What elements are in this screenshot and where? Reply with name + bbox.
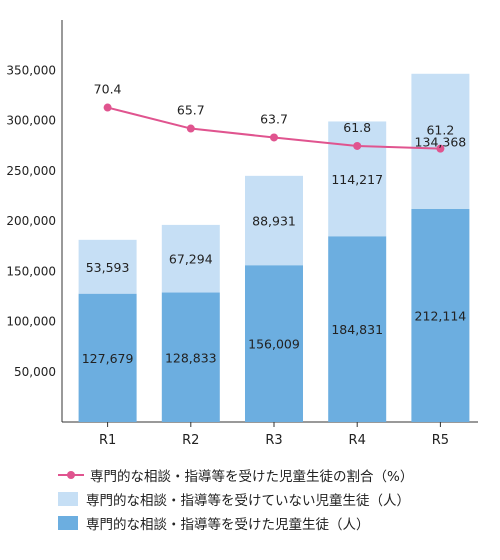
ratio-point bbox=[353, 141, 362, 150]
x-tick-label: R2 bbox=[182, 433, 199, 448]
ratio-point bbox=[186, 124, 195, 133]
legend-item-received: 専門的な相談・指導等を受けた児童生徒（人） bbox=[58, 512, 488, 534]
value-label-not-received: 134,368 bbox=[415, 134, 467, 149]
legend-label: 専門的な相談・指導等を受けていない児童生徒（人） bbox=[86, 493, 410, 509]
y-tick-label: 250,000 bbox=[6, 164, 56, 178]
value-label-not-received: 114,217 bbox=[331, 172, 383, 187]
y-tick-label: 50,000 bbox=[14, 365, 56, 379]
ratio-label: 61.2 bbox=[426, 123, 454, 138]
legend: 専門的な相談・指導等を受けた児童生徒の割合（%） 専門的な相談・指導等を受けてい… bbox=[58, 464, 488, 536]
value-label-received: 128,833 bbox=[165, 350, 217, 365]
bar-received bbox=[245, 265, 303, 422]
ratio-label: 70.4 bbox=[94, 82, 122, 97]
legend-item-not-received: 専門的な相談・指導等を受けていない児童生徒（人） bbox=[58, 488, 488, 510]
x-tick-label: R1 bbox=[99, 433, 116, 448]
value-label-not-received: 88,931 bbox=[252, 214, 296, 229]
bar-not-received bbox=[78, 239, 137, 294]
x-tick-label: R5 bbox=[432, 433, 449, 448]
bars bbox=[78, 73, 470, 422]
bar-received bbox=[328, 236, 387, 422]
ratio-point bbox=[103, 103, 112, 112]
legend-label: 専門的な相談・指導等を受けた児童生徒（人） bbox=[86, 517, 370, 533]
value-label-received: 127,679 bbox=[82, 351, 134, 366]
y-tick-label: 300,000 bbox=[6, 114, 56, 128]
value-label-not-received: 67,294 bbox=[169, 252, 213, 267]
axes: 50,000 100,000 150,000 200,000 250,000 300,00… bbox=[6, 20, 478, 448]
x-tick-label: R3 bbox=[265, 433, 282, 448]
legend-item-ratio: 専門的な相談・指導等を受けた児童生徒の割合（%） bbox=[58, 464, 488, 486]
ratio-label: 63.7 bbox=[260, 111, 288, 126]
value-label-not-received: 53,593 bbox=[86, 260, 130, 275]
value-label-received: 184,831 bbox=[331, 322, 383, 337]
ratio-point bbox=[270, 133, 278, 142]
legend-swatch-dark bbox=[58, 516, 78, 530]
y-tick-label: 350,000 bbox=[6, 63, 56, 77]
bar-received bbox=[78, 293, 137, 422]
legend-swatch-light bbox=[58, 492, 78, 506]
legend-swatch-line bbox=[58, 468, 84, 482]
y-tick-label: 100,000 bbox=[6, 315, 56, 329]
ratio-point bbox=[436, 144, 445, 153]
x-tick-label: R4 bbox=[349, 433, 366, 448]
bar-received bbox=[161, 292, 220, 422]
y-tick-label: 150,000 bbox=[6, 264, 56, 278]
ratio-line bbox=[103, 103, 445, 153]
data-labels: 127,679 53,593 128,833 67,294 156,009 88,931 1… bbox=[82, 82, 467, 366]
value-label-received: 212,114 bbox=[415, 308, 467, 323]
ratio-label: 61.8 bbox=[343, 120, 371, 135]
bar-not-received bbox=[161, 224, 220, 293]
value-label-received: 156,009 bbox=[248, 337, 300, 352]
bar-not-received bbox=[411, 73, 470, 209]
ratio-label: 65.7 bbox=[177, 103, 205, 118]
bar-received bbox=[411, 208, 470, 422]
chart: 50,000 100,000 150,000 200,000 250,000 300,00… bbox=[6, 20, 478, 448]
bar-not-received bbox=[328, 121, 387, 237]
y-tick-label: 200,000 bbox=[6, 214, 56, 228]
bar-not-received bbox=[245, 175, 303, 266]
legend-label: 専門的な相談・指導等を受けた児童生徒の割合（%） bbox=[90, 469, 414, 485]
